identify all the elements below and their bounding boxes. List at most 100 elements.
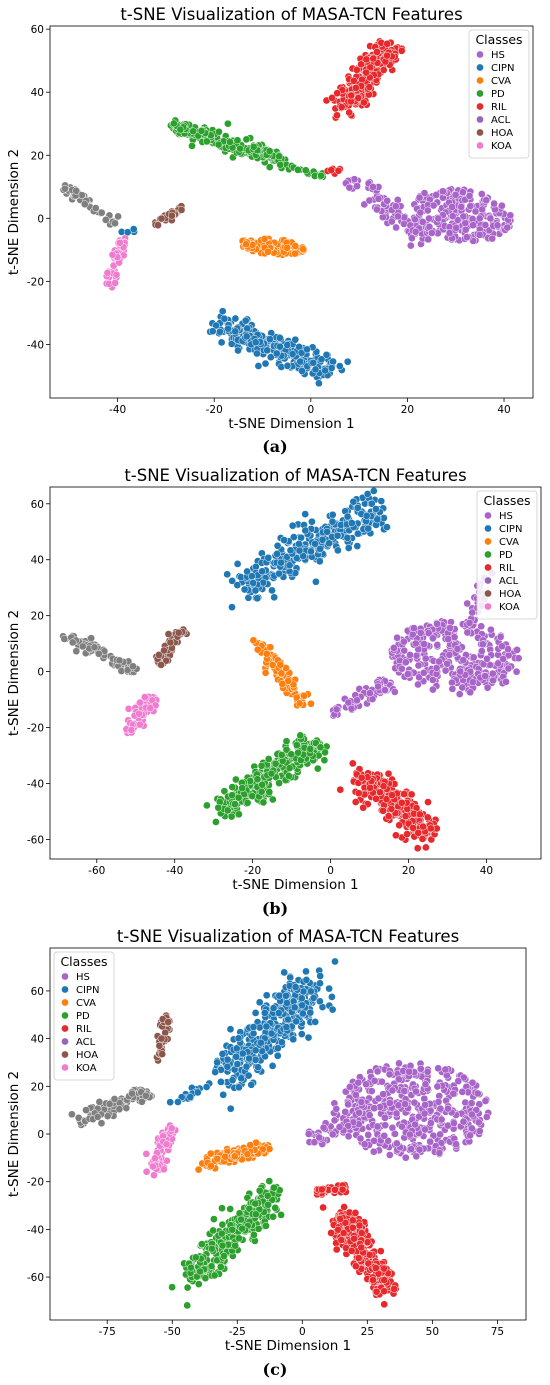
data-point-hs bbox=[461, 219, 470, 227]
data-point-hs bbox=[454, 1077, 463, 1085]
data-point-acl bbox=[60, 635, 69, 643]
legend-marker-hoa bbox=[484, 589, 492, 598]
data-point-hs bbox=[387, 217, 396, 226]
data-point-pd bbox=[187, 1263, 195, 1272]
data-point-cipn bbox=[233, 581, 242, 589]
data-point-hs bbox=[434, 1064, 443, 1073]
data-point-hs bbox=[335, 1123, 344, 1131]
data-point-pd bbox=[196, 1267, 204, 1276]
data-point-hs bbox=[506, 211, 515, 220]
data-point-pd bbox=[276, 160, 285, 169]
data-point-cipn bbox=[202, 1083, 211, 1091]
data-point-cipn bbox=[291, 335, 300, 344]
data-point-pd bbox=[235, 810, 243, 819]
x-tick-label: 20 bbox=[402, 865, 415, 877]
data-point-ril bbox=[328, 94, 336, 102]
data-point-hs bbox=[353, 696, 361, 705]
y-tick-label: 60 bbox=[31, 499, 44, 511]
data-point-ril bbox=[379, 782, 388, 791]
data-point-pd bbox=[255, 1186, 264, 1195]
data-point-hs bbox=[471, 207, 480, 216]
data-point-pd bbox=[223, 806, 232, 815]
data-point-cipn bbox=[217, 338, 226, 347]
data-point-hs bbox=[401, 1100, 409, 1108]
data-point-pd bbox=[249, 142, 258, 151]
data-point-pd bbox=[243, 798, 252, 807]
data-point-ril bbox=[348, 759, 357, 768]
data-point-hs bbox=[448, 212, 457, 220]
data-point-cipn bbox=[223, 1055, 232, 1064]
data-point-hoa bbox=[168, 211, 176, 220]
x-tick-label: -20 bbox=[206, 404, 223, 416]
data-point-pd bbox=[198, 1240, 206, 1248]
data-point-pd bbox=[189, 127, 198, 136]
data-point-hs bbox=[367, 1087, 376, 1095]
data-point-acl bbox=[114, 212, 122, 221]
data-point-hoa bbox=[157, 661, 165, 669]
data-point-hs bbox=[469, 678, 477, 687]
data-point-acl bbox=[141, 1091, 150, 1100]
legend-item-pd: PD bbox=[76, 1011, 90, 1022]
data-point-acl bbox=[87, 634, 96, 643]
data-point-cipn bbox=[231, 327, 240, 336]
data-point-ril bbox=[347, 91, 356, 100]
data-point-cipn bbox=[213, 1058, 222, 1067]
data-point-hs bbox=[365, 196, 374, 205]
data-point-cipn bbox=[372, 505, 380, 513]
data-point-hs bbox=[354, 1078, 363, 1087]
data-point-pd bbox=[287, 750, 296, 759]
data-point-cipn bbox=[249, 1023, 258, 1031]
data-point-pd bbox=[292, 741, 301, 749]
data-point-cipn bbox=[240, 585, 249, 594]
data-point-cva bbox=[291, 242, 300, 250]
legend-item-cipn: CIPN bbox=[499, 524, 522, 535]
data-point-hs bbox=[373, 205, 381, 214]
plot-frame bbox=[49, 25, 534, 399]
data-point-acl bbox=[82, 1106, 90, 1114]
data-point-hs bbox=[421, 654, 430, 663]
data-point-ril bbox=[345, 108, 354, 117]
data-point-pd bbox=[285, 772, 293, 780]
data-point-ril bbox=[362, 68, 371, 77]
data-point-cipn bbox=[303, 345, 311, 354]
data-point-cva bbox=[262, 649, 271, 658]
data-point-ril bbox=[426, 824, 435, 833]
data-point-hs bbox=[469, 221, 477, 230]
legend-marker-hoa bbox=[476, 128, 484, 137]
legend-item-ril: RIL bbox=[491, 102, 507, 113]
data-point-ril bbox=[357, 60, 365, 69]
data-point-cipn bbox=[291, 983, 300, 991]
data-point-hs bbox=[459, 1117, 468, 1126]
data-point-hs bbox=[427, 1119, 435, 1127]
legend-title: Classes bbox=[475, 32, 522, 47]
data-point-hs bbox=[406, 241, 415, 250]
data-point-hs bbox=[360, 1140, 369, 1149]
data-point-ril bbox=[354, 789, 363, 798]
data-point-hs bbox=[352, 1091, 360, 1099]
data-point-pd bbox=[212, 818, 220, 826]
chart-panel-1: t-SNE Visualization of MASA-TCN Features… bbox=[6, 5, 534, 456]
data-point-cipn bbox=[362, 511, 371, 520]
legend-marker-cipn bbox=[476, 63, 484, 72]
data-point-acl bbox=[128, 1089, 136, 1098]
data-point-hs bbox=[465, 192, 474, 200]
data-point-cipn bbox=[273, 550, 281, 558]
data-point-cipn bbox=[334, 546, 342, 555]
data-point-acl bbox=[103, 1112, 112, 1120]
legend-item-koa: KOA bbox=[499, 602, 520, 613]
data-point-hs bbox=[451, 191, 460, 199]
data-point-cipn bbox=[301, 510, 310, 518]
data-point-pd bbox=[168, 1283, 176, 1292]
data-point-pd bbox=[265, 1177, 274, 1185]
legend-marker-acl bbox=[476, 115, 484, 124]
data-point-cipn bbox=[232, 1044, 241, 1053]
data-point-hs bbox=[412, 1087, 420, 1096]
legend-marker-koa bbox=[61, 1063, 69, 1072]
data-point-hs bbox=[383, 196, 392, 205]
data-point-pd bbox=[257, 761, 266, 770]
y-tick-label: -40 bbox=[27, 339, 44, 351]
data-point-pd bbox=[250, 1231, 258, 1239]
data-point-pd bbox=[265, 147, 274, 155]
x-tick-label: 0 bbox=[307, 404, 314, 416]
